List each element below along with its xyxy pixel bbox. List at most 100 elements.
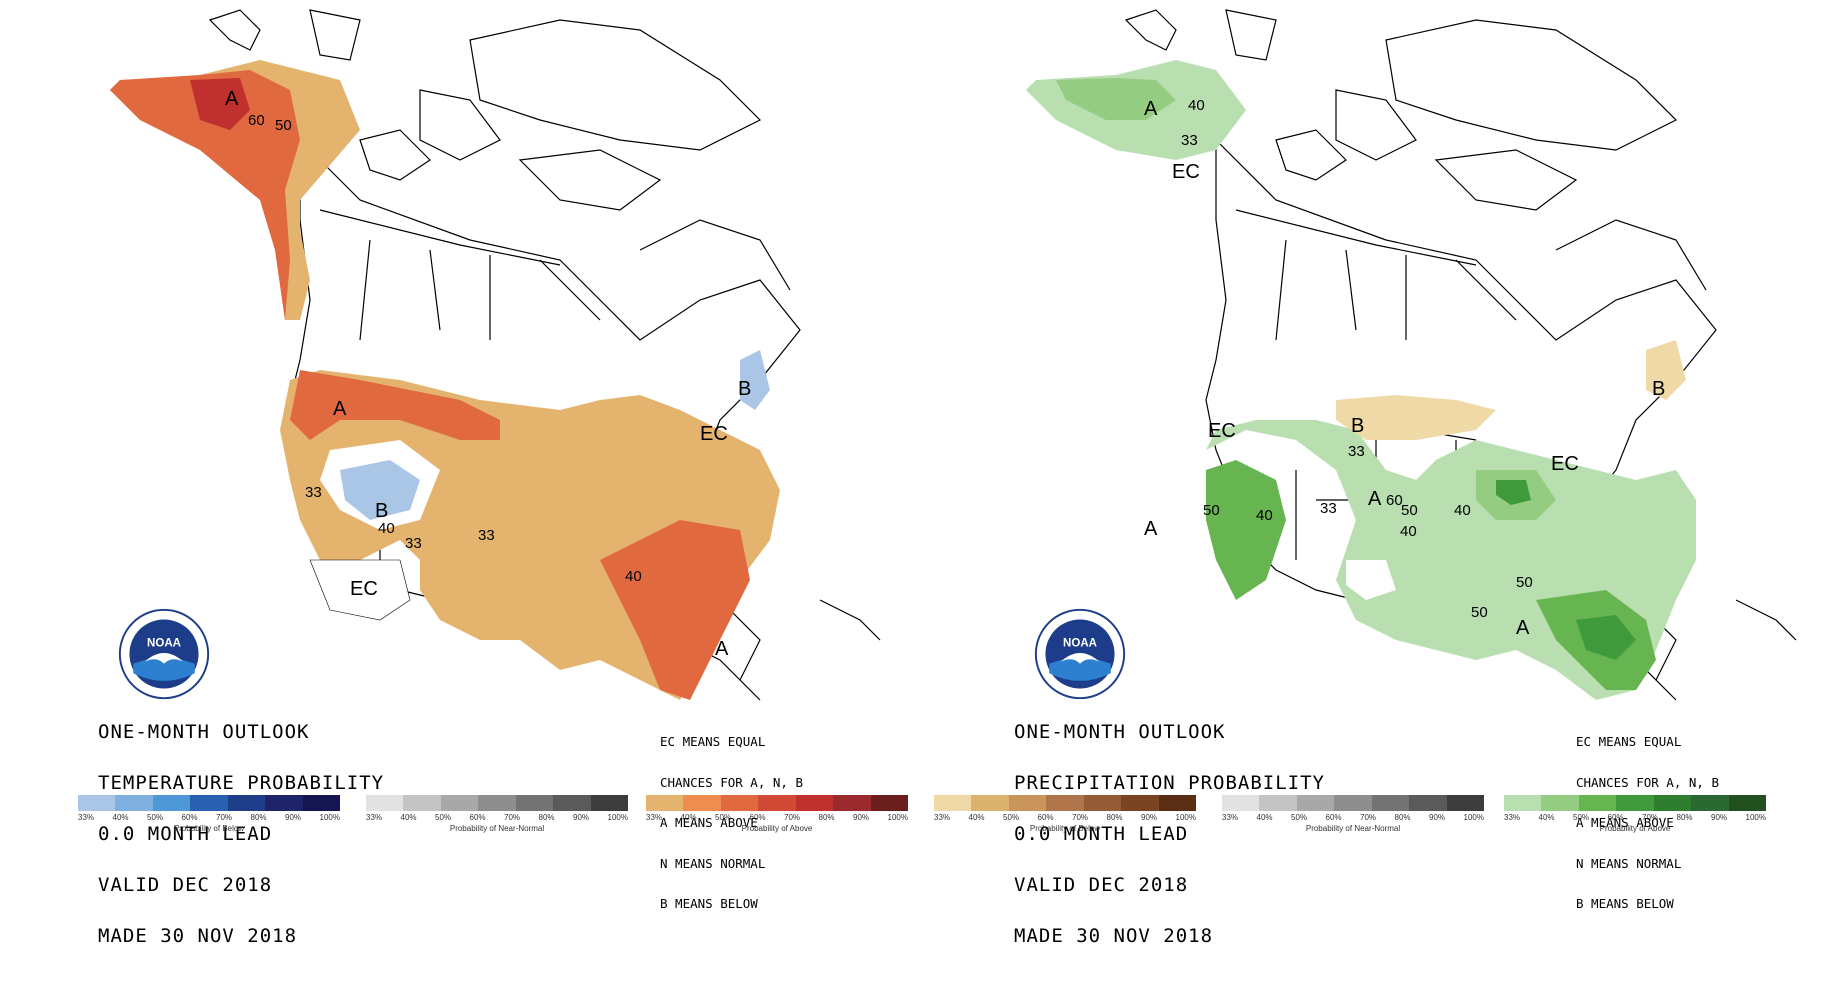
tick-label: 90% [573,813,590,822]
midwest-a-label: A [1368,488,1382,510]
colorbar-swatches [1504,795,1766,811]
colorbar-swatch [971,795,1009,811]
tick-label: 50% [435,813,452,822]
tick-label: 70% [504,813,521,822]
alaska-33-label: 33 [1181,132,1198,149]
colorbar-swatch [227,795,266,811]
noaa-logo: NOAA [1034,608,1126,700]
colorbar-title: Probability of Near-Normal [1305,824,1401,833]
tick-label: 90% [1429,813,1446,822]
colorbar-legends: 33% 40% 50% 60% 70% 80% 90% 100% Probabi… [0,795,1832,846]
title-line-1: ONE-MONTH OUTLOOK [1014,721,1226,743]
colorbar-swatch [553,795,591,811]
colorbar-swatch [1728,795,1766,811]
tick-label: 90% [853,813,870,822]
tick-label: 60% [181,813,198,822]
colorbar-swatch [795,795,834,811]
colorbar-swatches [1222,795,1484,811]
colorbar-swatch [1222,795,1260,811]
tick-label: 33% [934,813,951,822]
midwest-50-label: 50 [1401,502,1418,519]
rockies-40-label: 40 [378,520,395,537]
tick-label: 70% [1072,813,1089,822]
tick-label: 40% [1256,813,1273,822]
svg-text:NOAA: NOAA [1063,637,1098,649]
tick-label: 40% [680,813,697,822]
colorbar-swatch [1083,795,1122,811]
colorbar-swatch [1541,795,1579,811]
midwest-40-label-a: 40 [1454,502,1471,519]
title-line-4: VALID DEC 2018 [98,874,273,896]
tick-label: 100% [1175,813,1196,822]
svg-text:NOAA: NOAA [147,637,182,649]
tick-label: 70% [784,813,801,822]
colorbar-swatch [265,795,303,811]
rockies-below-33-region [340,460,420,520]
colorbar-swatch [152,795,191,811]
colorbar-swatch [302,795,340,811]
colorbar-swatch [190,795,228,811]
alaska-above-40-region [1056,78,1176,120]
colorbar-title: Probability of Above [741,824,813,833]
colorbar-swatch [1409,795,1447,811]
tick-label: 40% [1538,813,1555,822]
northeast-below-region [740,350,770,410]
colorbar-swatch [1653,795,1692,811]
tick-label: 80% [538,813,555,822]
colorbar-swatch [1616,795,1654,811]
rockies-b-label: B [375,500,388,522]
alaska-a-label: A [1144,98,1158,120]
title-line-4: VALID DEC 2018 [1014,874,1189,896]
colorbar-swatch [78,795,116,811]
tick-label: 33% [78,813,95,822]
colorbar-swatch [1371,795,1410,811]
ec-note-line-3: A MEANS ABOVE [660,815,758,830]
temperature-map: A 60 50 A 33 B 40 33 33 EC B EC 40 A [110,9,881,701]
midwest-60-label: 60 [1386,492,1403,509]
northeast-ec-label: EC [1551,453,1579,475]
rockies-33-label: 33 [405,535,422,552]
colorbar-ticks: 33% 40% 50% 60% 70% 80% 90% 100% [366,813,628,822]
tick-label: 40% [400,813,417,822]
title-line-1: ONE-MONTH OUTLOOK [98,721,310,743]
colorbar-swatch [1504,795,1542,811]
tick-label: 33% [1222,813,1239,822]
colorbar-ticks: 33% 40% 50% 60% 70% 80% 90% 100% [934,813,1196,822]
south-central-ec-region [1346,560,1396,600]
colorbar-swatch [683,795,721,811]
southwest-ec-region [309,559,411,621]
colorbar-swatches [934,795,1196,811]
tick-label: 50% [147,813,164,822]
precipitation-outlook-panel: A 40 33 EC EC B 33 B EC A 50 40 33 A 60 … [916,0,1832,946]
tick-label: 33% [1504,813,1521,822]
northwest-ec-label: EC [1208,420,1236,442]
tick-label: 90% [1141,813,1158,822]
southeast-above-50-region [600,520,750,700]
alaska-above-50-region [110,70,300,320]
ec-note-line-2: CHANCES FOR A, N, B [1576,774,1719,790]
colorbar-title: Probability of Near-Normal [449,824,545,833]
tick-label: 40% [968,813,985,822]
colorbar-temp-normal: 33% 40% 50% 60% 70% 80% 90% 100% Probabi… [366,795,628,843]
colorbar-swatch [478,795,516,811]
title-line-5: MADE 30 NOV 2018 [1014,925,1214,947]
tick-label: 100% [1745,813,1766,822]
tick-label: 80% [1394,813,1411,822]
colorbar-precip-below: 33% 40% 50% 60% 70% 80% 90% 100% Probabi… [934,795,1196,843]
colorbar-swatches [78,795,340,811]
title-line-3: 0.0 MONTH LEAD [1014,823,1189,845]
tick-label: 80% [1106,813,1123,822]
colorbar-swatch [1008,795,1047,811]
west-50-label: 50 [1203,502,1220,519]
plains-33-label: 33 [478,527,495,544]
title-line-5: MADE 30 NOV 2018 [98,925,298,947]
temperature-outlook-panel: A 60 50 A 33 B 40 33 33 EC B EC 40 A NOA… [0,0,916,946]
colorbar-swatches [366,795,628,811]
colorbar-swatches [646,795,908,811]
title-line-3: 0.0 MONTH LEAD [98,823,273,845]
tick-label: 60% [1607,813,1624,822]
southeast-above-60-region [1576,615,1636,660]
tick-label: 100% [607,813,628,822]
mid-33-label: 33 [1320,500,1337,517]
colorbar-swatch [758,795,796,811]
